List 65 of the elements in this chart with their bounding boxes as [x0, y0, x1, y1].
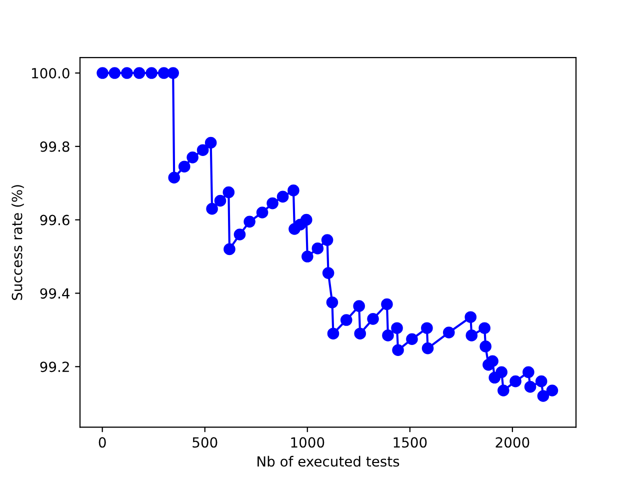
point [422, 342, 434, 354]
y-tick-label: 99.6 [40, 214, 70, 226]
x-tick-label: 0 [98, 437, 106, 448]
y-tick-label: 99.4 [40, 288, 70, 299]
y-axis-title: Success rate (%) [12, 185, 24, 300]
x-tick-label: 1000 [291, 437, 324, 448]
point [167, 67, 179, 79]
point [178, 160, 190, 173]
point [464, 311, 477, 323]
point [486, 355, 498, 368]
point [276, 190, 289, 203]
point [522, 366, 534, 378]
x-tick-label: 500 [192, 437, 218, 448]
point [546, 384, 558, 396]
point [214, 194, 226, 207]
point [537, 390, 550, 402]
point [300, 214, 312, 226]
point [340, 314, 352, 326]
point [421, 322, 433, 334]
point [496, 366, 508, 378]
point [234, 228, 246, 240]
x-axis-title: Nb of executed tests [258, 456, 400, 467]
point [353, 300, 365, 312]
point [186, 152, 198, 164]
point [96, 67, 108, 79]
point [382, 330, 394, 342]
point [498, 384, 510, 396]
point [256, 206, 268, 218]
point [244, 216, 256, 228]
point [524, 380, 536, 393]
point [480, 340, 492, 352]
x-tick-label: 2000 [496, 437, 530, 448]
point [168, 172, 180, 184]
point [535, 375, 548, 388]
point [466, 330, 478, 342]
point [206, 202, 218, 215]
point [146, 67, 158, 79]
point [392, 344, 404, 356]
point [312, 242, 324, 254]
point [406, 333, 418, 346]
point [510, 375, 522, 388]
point [478, 322, 490, 334]
y-tick-label: 99.2 [40, 362, 69, 372]
point [196, 144, 209, 156]
point [367, 313, 379, 325]
x-tick-label: 1500 [394, 437, 427, 448]
point [121, 67, 133, 79]
y-tick-label: 100.0 [32, 68, 70, 78]
point [108, 67, 121, 79]
point [442, 326, 455, 338]
point [321, 234, 334, 246]
point [391, 322, 403, 334]
point [266, 197, 278, 210]
point [326, 296, 338, 308]
point [222, 186, 235, 198]
point [327, 328, 340, 340]
point [354, 328, 366, 340]
point [133, 67, 146, 79]
point [288, 184, 300, 196]
y-tick-label: 99.8 [40, 141, 70, 152]
point [381, 298, 393, 310]
point [301, 250, 314, 262]
point [322, 267, 334, 279]
point [224, 243, 236, 256]
point [204, 136, 217, 149]
